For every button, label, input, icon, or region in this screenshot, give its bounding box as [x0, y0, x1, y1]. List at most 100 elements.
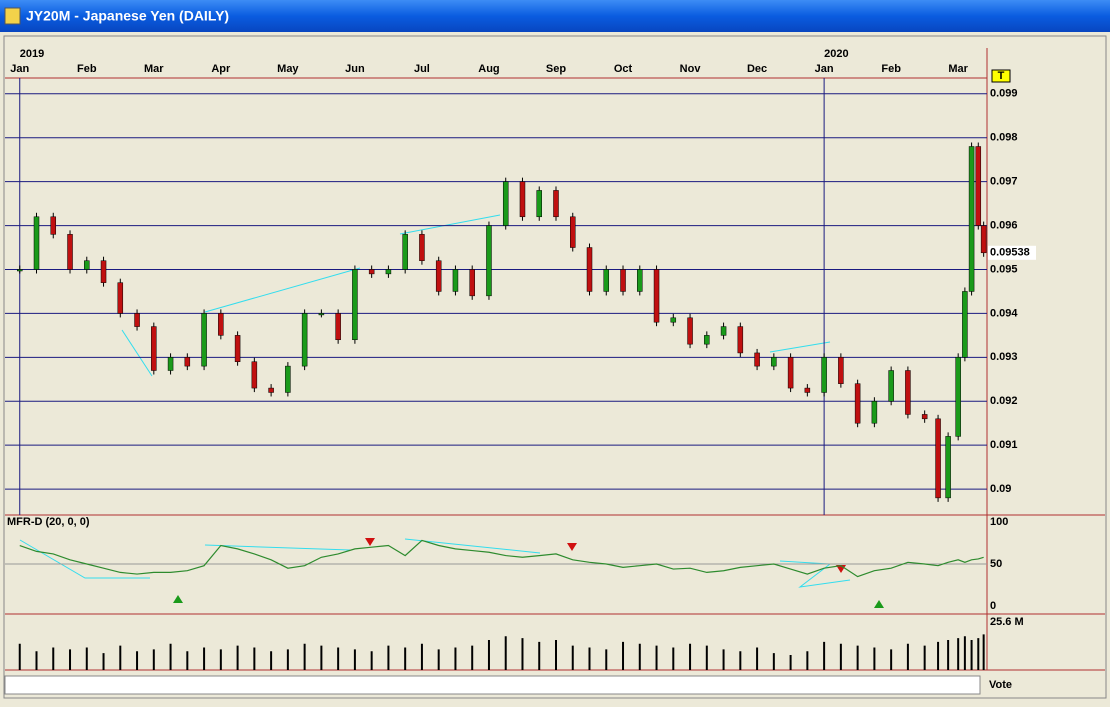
x-tick-label: Nov — [680, 63, 702, 75]
y-tick-label: 0.096 — [990, 219, 1018, 231]
x-tick-label: May — [277, 63, 299, 75]
candle-body — [368, 269, 375, 275]
x-tick-label: Sep — [546, 63, 566, 75]
candle-body — [151, 326, 157, 371]
x-tick-label: Aug — [478, 63, 499, 75]
x-tick-label: Feb — [881, 63, 901, 75]
year-label: 2019 — [20, 48, 44, 60]
title-bar — [0, 0, 1110, 32]
candle-body — [854, 383, 861, 424]
marker-label: T — [998, 70, 1005, 82]
candle-body — [285, 365, 291, 393]
candle-body — [16, 269, 23, 272]
candle-body — [620, 269, 626, 292]
candle-body — [921, 414, 928, 420]
candle-body — [787, 357, 794, 389]
trendline — [769, 341, 831, 353]
candle-body — [318, 313, 325, 316]
last-value-box — [988, 245, 1036, 260]
signal-marker — [173, 595, 183, 603]
year-label: 2020 — [824, 48, 848, 60]
candle-body — [385, 269, 392, 275]
x-tick-label: Mar — [144, 63, 164, 75]
y-tick-label: 0.093 — [990, 351, 1018, 363]
candle-body — [167, 357, 174, 371]
candle-body — [452, 269, 459, 292]
last-value-label: 0.09538 — [990, 247, 1030, 259]
trendline — [404, 538, 541, 554]
candle-body — [737, 326, 744, 354]
candle-body — [980, 225, 987, 254]
trendline — [399, 214, 501, 235]
candle-body — [301, 313, 308, 367]
candle-body — [968, 146, 975, 292]
candle-body — [670, 317, 677, 323]
candle-body — [268, 387, 274, 393]
candle-body — [804, 387, 811, 393]
candle-body — [553, 190, 559, 218]
signal-marker — [365, 538, 375, 546]
signal-marker — [874, 600, 884, 608]
candle-body — [536, 190, 542, 218]
x-tick-label: Apr — [211, 63, 231, 75]
candle-body — [754, 352, 760, 367]
x-tick-label: Mar — [948, 63, 968, 75]
y-tick-label: 0.095 — [990, 263, 1018, 275]
y-tick-label: 0.092 — [990, 395, 1018, 407]
vote-strip — [4, 675, 981, 695]
candle-body — [335, 313, 341, 341]
candle-body — [945, 436, 951, 499]
candle-body — [486, 225, 492, 297]
y-tick-label: 0.091 — [990, 439, 1018, 451]
app-icon[interactable] — [4, 7, 21, 25]
candle-body — [771, 357, 777, 367]
candle-body — [720, 326, 727, 336]
frame — [3, 35, 1107, 699]
candle-body — [419, 234, 425, 261]
candle-body — [502, 181, 509, 226]
indicator-title: MFR-D (20, 0, 0) — [7, 516, 90, 528]
candle-body — [134, 313, 140, 327]
candle-body — [637, 269, 643, 292]
candle-body — [184, 357, 191, 367]
candle-body — [352, 269, 358, 341]
candle-body — [586, 247, 593, 292]
signal-marker — [567, 543, 577, 551]
x-tick-label: Oct — [614, 63, 633, 75]
y-tick-label: 0.094 — [990, 307, 1018, 319]
candle-body — [50, 216, 57, 235]
candle-body — [251, 361, 258, 389]
candle-body — [871, 400, 878, 424]
candle-body — [435, 260, 442, 292]
x-tick-label: Jan — [10, 63, 29, 75]
candle-body — [201, 313, 207, 367]
candle-body — [67, 234, 73, 270]
indicator-line — [19, 539, 984, 578]
candle-body — [687, 317, 693, 345]
candle-body — [905, 370, 911, 415]
candle-body — [838, 357, 844, 384]
y-tick-label: 100 — [990, 516, 1008, 528]
window-title: JY20M - Japanese Yen (DAILY) — [26, 8, 229, 24]
trendline — [121, 329, 153, 377]
candle-body — [962, 291, 968, 358]
y-tick-label: 0.099 — [990, 88, 1018, 100]
candle-body — [935, 418, 941, 499]
y-tick-label: 0.09 — [990, 483, 1011, 495]
y-tick-label: 50 — [990, 558, 1002, 570]
y-tick-label: 25.6 M — [990, 616, 1024, 628]
marker-box — [991, 69, 1011, 83]
candle-body — [117, 282, 124, 314]
candle-body — [888, 370, 894, 402]
candle-body — [234, 335, 241, 362]
candle-body — [955, 357, 961, 437]
y-tick-label: 0.097 — [990, 176, 1018, 188]
candle-body — [469, 269, 475, 297]
x-tick-label: Feb — [77, 63, 97, 75]
y-tick-label: 0 — [990, 600, 996, 612]
candle-body — [653, 269, 660, 323]
trendline — [204, 544, 351, 551]
